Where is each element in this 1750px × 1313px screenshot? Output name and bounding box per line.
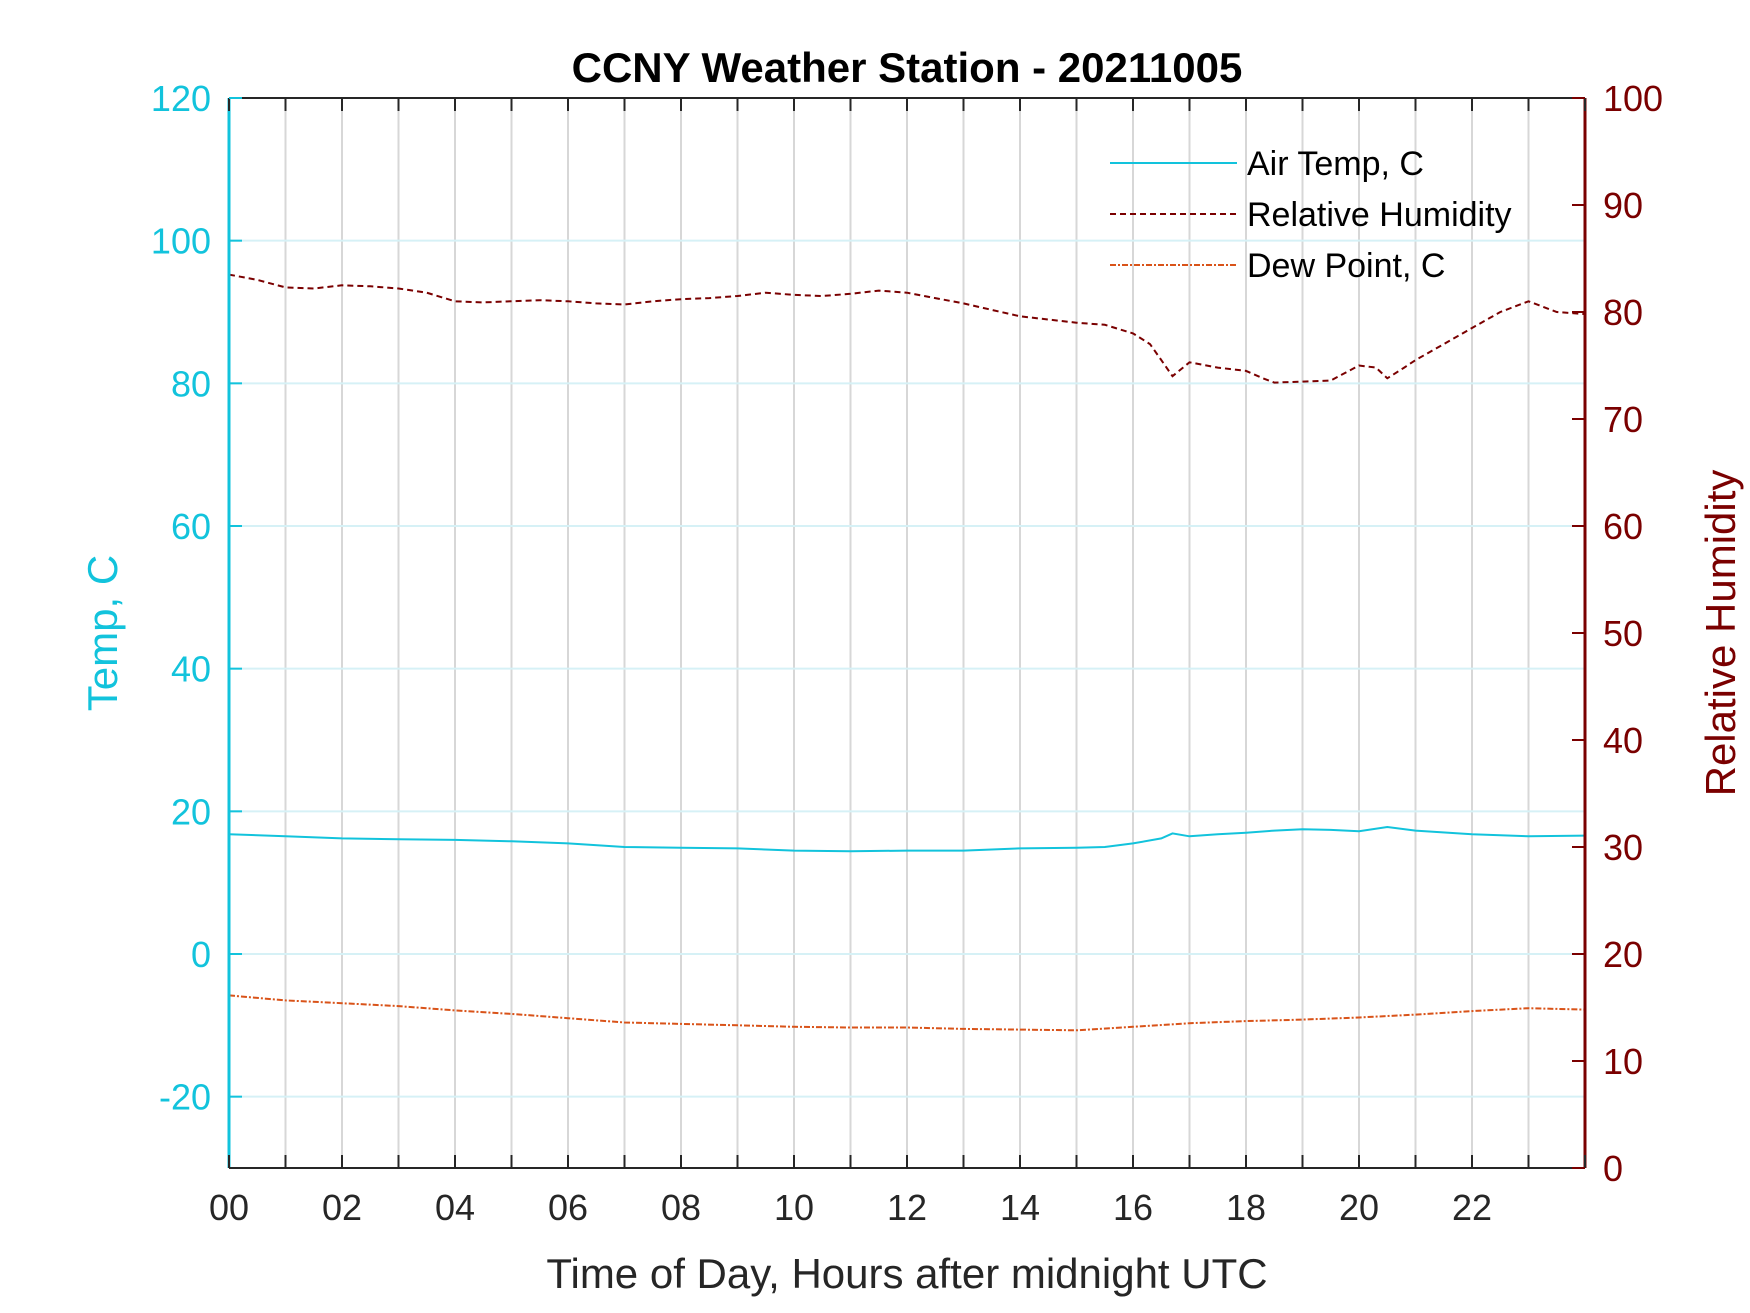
left-y-tick-label: 0 [191,934,211,975]
left-y-axis-title: Temp, C [79,555,126,711]
x-ticks: 00 02 04 06 08 10 12 14 16 18 20 22 [209,98,1586,1228]
left-y-tick-label: 100 [151,221,211,262]
left-y-tick-label: 20 [171,791,211,832]
x-grid-lines [284,98,1530,1168]
right-y-tick-label: 90 [1603,185,1643,226]
right-y-tick-label: 40 [1603,720,1643,761]
right-y-axis-title: Relative Humidity [1697,470,1744,797]
x-tick-label: 06 [548,1187,588,1228]
right-y-ticks: 0 10 20 30 40 50 60 70 80 90 100 [1572,78,1663,1189]
series-line-2 [228,994,1586,1032]
left-y-ticks: -20 0 20 40 60 80 100 120 [151,78,242,1118]
right-y-tick-label: 50 [1603,613,1643,654]
left-y-tick-label: -20 [159,1077,211,1118]
right-y-tick-label: 60 [1603,506,1643,547]
series-line-1 [228,273,1586,384]
left-y-tick-label: 40 [171,649,211,690]
right-y-tick-label: 0 [1603,1148,1623,1189]
right-y-tick-label: 80 [1603,292,1643,333]
series-layer [228,273,1586,1032]
x-tick-label: 12 [887,1187,927,1228]
x-axis-title: Time of Day, Hours after midnight UTC [546,1250,1267,1297]
legend-label-0: Air Temp, C [1247,145,1424,183]
x-tick-label: 16 [1113,1187,1153,1228]
right-y-tick-label: 100 [1603,78,1663,119]
left-y-tick-label: 60 [171,506,211,547]
series-line-0 [228,825,1586,853]
x-tick-label: 10 [774,1187,814,1228]
x-tick-label: 20 [1339,1187,1379,1228]
left-y-tick-label: 120 [151,78,211,119]
right-y-tick-label: 10 [1603,1041,1643,1082]
left-y-tick-label: 80 [171,363,211,404]
x-tick-label: 18 [1226,1187,1266,1228]
right-y-tick-label: 20 [1603,934,1643,975]
x-tick-label: 00 [209,1187,249,1228]
right-y-tick-label: 70 [1603,399,1643,440]
legend: Air Temp, C Relative Humidity Dew Point, C [1110,145,1512,285]
x-tick-label: 14 [1000,1187,1040,1228]
chart-title: CCNY Weather Station - 20211005 [572,44,1243,91]
x-tick-label: 08 [661,1187,701,1228]
x-tick-label: 04 [435,1187,475,1228]
x-tick-label: 02 [322,1187,362,1228]
x-tick-label: 22 [1452,1187,1492,1228]
right-y-tick-label: 30 [1603,827,1643,868]
legend-label-2: Dew Point, C [1247,247,1445,285]
legend-label-1: Relative Humidity [1247,196,1512,234]
